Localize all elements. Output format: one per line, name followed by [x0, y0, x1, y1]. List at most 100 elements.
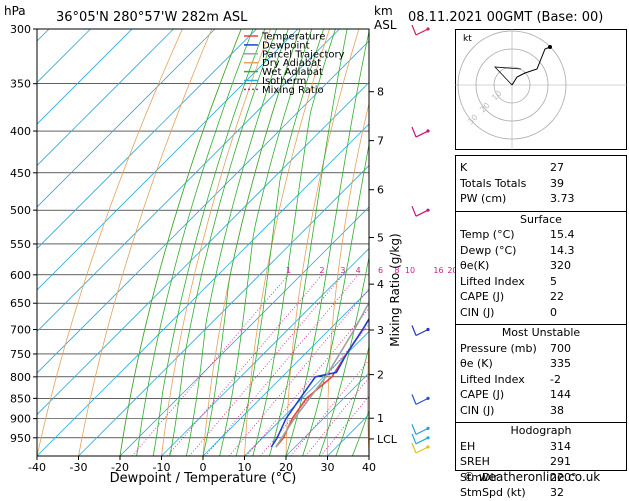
temperature-tick-label: 40: [362, 461, 376, 474]
credit-footer: © weatheronline.co.uk: [463, 470, 601, 484]
datetime-title: 08.11.2021 00GMT (Base: 00): [408, 10, 604, 25]
mixing-ratio-line: [189, 274, 344, 456]
dry-adiabat-line: [367, 333, 369, 456]
pressure-tick-label: 800: [10, 371, 31, 384]
km-tick-label: 3: [377, 324, 384, 337]
isotherm-line: [119, 206, 369, 456]
isotherm-line: [37, 29, 133, 125]
isotherm-line: [37, 29, 340, 333]
stat-row: K 27: [460, 161, 564, 174]
skewt-chart: 3003504004505005506006507007508008509009…: [10, 23, 456, 486]
wet-adiabat-line: [152, 29, 266, 456]
parcel-trajectory-curve: [275, 301, 369, 448]
mixing-ratio-label: 4: [356, 266, 361, 275]
stat-row: θe(K) 320: [460, 259, 571, 272]
pressure-tick-label: 400: [10, 125, 31, 138]
km-tick-label: 4: [377, 278, 384, 291]
wet-adiabat-line: [335, 345, 369, 456]
hodograph-title: Hodograph: [510, 424, 572, 437]
pressure-tick-label: 300: [10, 23, 31, 36]
wet-adiabat-line: [119, 29, 242, 456]
km-tick-label: 6: [377, 184, 384, 197]
stat-row: EH 314: [460, 439, 571, 453]
stats-panel: K 27 Totals Totals 39 PW (cm) 3.73 Surface …: [455, 155, 627, 499]
mixing-ratio-line: [205, 274, 359, 456]
y-axis-title: Mixing Ratio (g/kg): [388, 233, 402, 346]
isotherm-line: [37, 123, 369, 456]
wet-adiabat-line: [219, 29, 313, 456]
stat-row: StmDir 220°: [460, 470, 577, 484]
wind-barbs: [411, 24, 430, 454]
mixing-ratio-line: [260, 323, 369, 456]
km-tick-label: 1: [377, 412, 384, 425]
stat-row: CIN (J) 38: [460, 403, 564, 417]
hodo-trace: [511, 46, 551, 86]
dry-adiabat-line: [445, 29, 456, 456]
mixing-ratio-label: 10: [405, 266, 415, 275]
hodo-kt-label: kt: [463, 34, 472, 44]
stat-row: Pressure (mb) 700: [460, 341, 571, 355]
temperature-tick-label: -10: [153, 461, 171, 474]
mixing-ratio-label: 20: [447, 266, 455, 275]
stat-row: Lifted Index 5: [460, 274, 557, 288]
legend-entry: Parcel Trajectory: [262, 49, 345, 60]
km-tick-label: 7: [377, 135, 384, 148]
pressure-tick-label: 750: [10, 348, 31, 361]
legend-entry: Mixing Ratio: [262, 85, 324, 96]
sounding-curves: [270, 301, 369, 448]
stat-row: CIN (J) 0: [460, 305, 557, 319]
dry-adiabat-line: [37, 29, 183, 456]
most-unstable-title: Most Unstable: [501, 326, 581, 339]
asl-label: ASL: [374, 18, 397, 32]
mixing-ratio-line: [167, 274, 323, 456]
wind-barb: [415, 437, 429, 445]
wind-barb: [415, 397, 429, 405]
wind-barb: [415, 209, 429, 217]
x-axis-title: Dewpoint / Temperature (°C): [110, 471, 297, 486]
legend-entry: Temperature: [261, 32, 325, 43]
surface-title: Surface: [520, 212, 562, 226]
wet-adiabat-line: [269, 29, 348, 456]
stat-row: SREH 291: [460, 455, 571, 468]
pressure-tick-label: 500: [10, 204, 31, 217]
legend-entry: Dry Adiabat: [262, 58, 321, 69]
mixing-ratio-line: [228, 287, 369, 456]
stat-row: StmSpd (kt) 32: [460, 486, 564, 499]
stat-row: θe (K) 335: [460, 357, 571, 370]
temperature-tick-label: 0: [200, 461, 207, 474]
wind-barb: [415, 130, 429, 138]
dry-adiabat-line: [161, 29, 271, 456]
mixing-ratio-line: [131, 274, 289, 456]
mixing-ratio-label: 3: [340, 266, 345, 275]
stat-row: CAPE (J) 144: [460, 388, 571, 401]
mixing-ratio-label: 8: [394, 266, 399, 275]
isotherm-line: [37, 40, 369, 374]
stat-row: Lifted Index -2: [460, 372, 561, 386]
dry-adiabat-line: [244, 29, 330, 456]
temperature-tick-label: -40: [28, 461, 46, 474]
pressure-tick-label: 850: [10, 392, 31, 405]
pressure-tick-label: 950: [10, 432, 31, 445]
hodograph: kt 10 20 30: [455, 29, 627, 150]
wind-barb: [415, 427, 429, 435]
dry-adiabat-line: [326, 101, 369, 456]
km-tick-label: 8: [377, 86, 384, 99]
mixing-ratio-label: 2: [320, 266, 325, 275]
isotherm-line: [202, 289, 369, 456]
mixing-ratio-labels: 12346810162025: [286, 266, 455, 275]
wet-adiabat-line: [352, 409, 369, 456]
pressure-tick-label: 450: [10, 167, 31, 180]
pressure-axis: 300 350 400 450 500 550 600 650 700 750 800 850 900 9…: [10, 23, 37, 445]
temperature-tick-label: -30: [70, 461, 88, 474]
temperature-tick-label: 30: [321, 461, 335, 474]
background-lines: [37, 29, 456, 456]
pressure-tick-label: 700: [10, 324, 31, 337]
dewpoint-curve: [270, 317, 369, 448]
pressure-tick-label: 900: [10, 413, 31, 426]
wet-adiabat-line: [318, 255, 369, 456]
isotherm-line: [37, 29, 299, 291]
hodo-storm-motion: [493, 66, 522, 86]
legend-entry: Dewpoint: [262, 40, 310, 51]
wet-adiabat-line: [186, 29, 289, 456]
